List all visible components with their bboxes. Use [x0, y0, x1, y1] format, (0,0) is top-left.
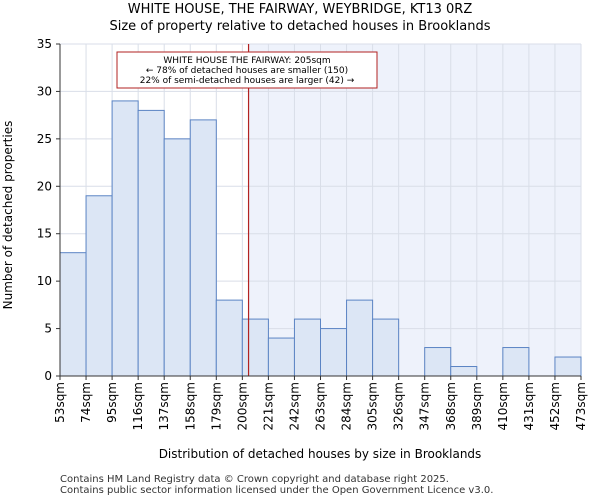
chart-title: WHITE HOUSE, THE FAIRWAY, WEYBRIDGE, KT1… [127, 2, 473, 17]
x-tick-label: 347sqm [418, 382, 432, 430]
bar-200sqm [241, 318, 269, 377]
x-tick-label: 53sqm [53, 382, 67, 423]
x-tick-label: 452sqm [548, 382, 562, 430]
bar-263sqm [320, 328, 348, 377]
x-tick-label: 95sqm [105, 382, 119, 423]
bar-179sqm [215, 299, 243, 377]
y-tick-label: 20 [37, 179, 52, 193]
annotation-line-1: WHITE HOUSE THE FAIRWAY: 205sqm [163, 56, 330, 66]
y-tick-label: 30 [37, 84, 52, 98]
bar-305sqm [372, 318, 400, 377]
annotation-line-3: 22% of semi-detached houses are larger (… [140, 76, 355, 86]
x-axis-label: Distribution of detached houses by size … [159, 447, 482, 461]
x-tick-label: 242sqm [287, 382, 301, 430]
x-tick-label: 116sqm [131, 382, 145, 430]
y-tick-label: 35 [37, 37, 52, 51]
x-tick-label: 221sqm [261, 382, 275, 430]
x-tick-label: 473sqm [574, 382, 588, 430]
bar-137sqm [163, 138, 191, 377]
y-axis-label: Number of detached properties [1, 121, 15, 310]
bar-74sqm [85, 195, 113, 377]
bar-221sqm [267, 337, 295, 377]
bar-284sqm [346, 299, 374, 377]
x-tick-label: 263sqm [314, 382, 328, 430]
bar-347sqm [424, 347, 452, 377]
bar-95sqm [111, 100, 139, 377]
y-tick-label: 10 [37, 274, 52, 288]
x-tick-label: 74sqm [79, 382, 93, 423]
x-tick-label: 158sqm [183, 382, 197, 430]
x-tick-label: 389sqm [470, 382, 484, 430]
chart-plot: 0 5 10 15 20 25 30 35 53sqm 74sqm 95sqm 116sqm 137sq… [1, 37, 588, 461]
y-tick-label: 5 [44, 322, 52, 336]
bar-410sqm [502, 347, 530, 377]
annotation-line-2: ← 78% of detached houses are smaller (15… [146, 66, 348, 76]
bar-368sqm [450, 366, 478, 377]
x-tick-label: 410sqm [496, 382, 510, 430]
bar-53sqm [59, 252, 87, 377]
annotation-box [116, 51, 378, 89]
bar-242sqm [293, 318, 322, 377]
x-tick-label: 305sqm [366, 382, 380, 430]
bar-452sqm [554, 356, 582, 377]
x-tick-label: 368sqm [444, 382, 458, 430]
x-tick-label: 200sqm [235, 382, 249, 430]
y-tick-label: 15 [37, 227, 52, 241]
x-tick-label: 137sqm [157, 382, 171, 430]
chart-subtitle: Size of property relative to detached ho… [109, 19, 491, 34]
x-tick-label: 431sqm [522, 382, 536, 430]
bar-158sqm [189, 119, 217, 377]
footer-line-1: Contains HM Land Registry data © Crown c… [60, 474, 449, 485]
bar-116sqm [137, 109, 165, 377]
y-tick-label: 25 [37, 132, 52, 146]
x-tick-label: 179sqm [209, 382, 223, 430]
x-tick-label: 326sqm [392, 382, 406, 430]
x-tick-label: 284sqm [340, 382, 354, 430]
y-tick-label: 0 [44, 369, 52, 383]
footer-line-2: Contains public sector information licen… [60, 485, 494, 496]
